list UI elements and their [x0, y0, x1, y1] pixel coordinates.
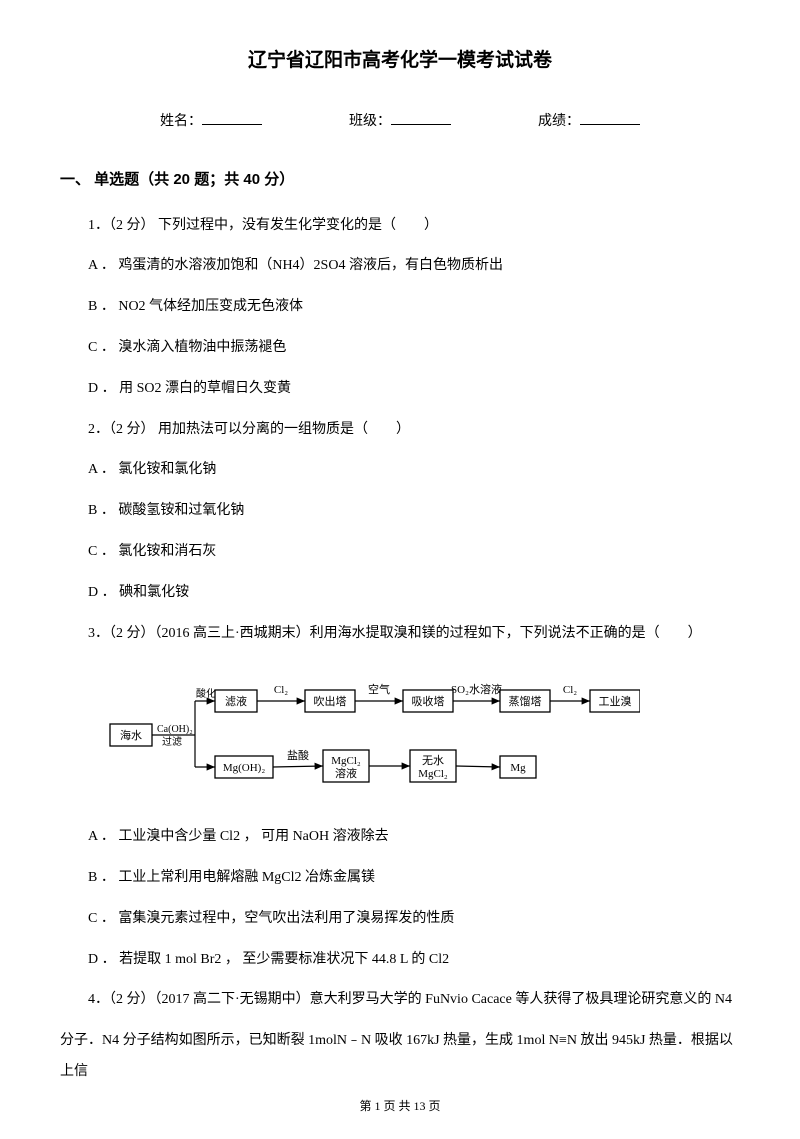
svg-text:海水: 海水: [120, 728, 142, 742]
name-label: 姓名：: [160, 114, 202, 129]
q1-stem: 1．（2 分） 下列过程中，没有发生化学变化的是（ ）: [60, 211, 740, 242]
process-diagram: Ca(OH)₂过滤 酸化 Cl₂ 空气 SO₂水溶液 Cl₂ 盐酸 海水 滤液 吹出塔 吸收塔 蒸馏塔…: [100, 664, 740, 807]
q2-option-a: A ． 氯化铵和氯化钠: [60, 455, 740, 486]
q3-option-b: B ． 工业上常利用电解熔融 MgCl2 冶炼金属镁: [60, 863, 740, 894]
svg-text:过滤: 过滤: [162, 735, 182, 748]
name-blank: [202, 111, 262, 125]
section-header: 一、 单选题（共 20 题；共 40 分）: [60, 163, 740, 196]
svg-text:酸化: 酸化: [196, 687, 216, 700]
class-blank: [391, 111, 451, 125]
svg-text:溶液: 溶液: [335, 766, 357, 780]
q1-option-c: C ． 溴水滴入植物油中振荡褪色: [60, 333, 740, 364]
q3-option-c: C ． 富集溴元素过程中，空气吹出法利用了溴易挥发的性质: [60, 904, 740, 935]
page-title: 辽宁省辽阳市高考化学一模考试试卷: [60, 40, 740, 82]
info-row: 姓名： 班级： 成绩：: [60, 107, 740, 138]
q3-stem: 3．（2 分）（2016 高三上·西城期末）利用海水提取溴和镁的过程如下，下列说…: [60, 619, 740, 650]
svg-text:MgCl₂: MgCl₂: [418, 768, 448, 780]
svg-text:Mg: Mg: [510, 762, 526, 774]
svg-text:SO₂水溶液: SO₂水溶液: [451, 682, 502, 696]
svg-text:吸收塔: 吸收塔: [412, 694, 445, 708]
svg-text:Mg(OH)₂: Mg(OH)₂: [223, 762, 265, 774]
svg-text:盐酸: 盐酸: [287, 748, 309, 762]
svg-text:滤液: 滤液: [225, 694, 247, 708]
q2-stem: 2．（2 分） 用加热法可以分离的一组物质是（ ）: [60, 415, 740, 446]
svg-text:工业溴: 工业溴: [599, 694, 632, 708]
class-label: 班级：: [349, 114, 391, 129]
q1-option-d: D ． 用 SO2 漂白的草帽日久变黄: [60, 374, 740, 405]
q2-option-c: C ． 氯化铵和消石灰: [60, 537, 740, 568]
q3-option-d: D ． 若提取 1 mol Br2 ， 至少需要标准状况下 44.8 L 的 C…: [60, 945, 740, 976]
svg-text:MgCl₂: MgCl₂: [331, 755, 361, 767]
q4-line2: 分子．N4 分子结构如图所示，已知断裂 1molN﹣N 吸收 167kJ 热量，…: [60, 1026, 740, 1088]
page-footer: 第 1 页 共 13 页: [60, 1093, 740, 1119]
q2-option-d: D ． 碘和氯化铵: [60, 578, 740, 609]
q4-line1: 4．（2 分）（2017 高二下·无锡期中）意大利罗马大学的 FuNvio Ca…: [60, 985, 740, 1016]
svg-text:Ca(OH)₂: Ca(OH)₂: [157, 724, 193, 735]
svg-text:Cl₂: Cl₂: [274, 684, 288, 696]
q1-option-a: A ． 鸡蛋清的水溶液加饱和（NH4）2SO4 溶液后，有白色物质析出: [60, 251, 740, 282]
q3-option-a: A ． 工业溴中含少量 Cl2 ， 可用 NaOH 溶液除去: [60, 822, 740, 853]
svg-text:无水: 无水: [422, 754, 444, 767]
svg-text:吹出塔: 吹出塔: [314, 694, 347, 708]
svg-text:蒸馏塔: 蒸馏塔: [509, 694, 542, 708]
q1-option-b: B ． NO2 气体经加压变成无色液体: [60, 292, 740, 323]
score-label: 成绩：: [538, 114, 580, 129]
flowchart-svg: Ca(OH)₂过滤 酸化 Cl₂ 空气 SO₂水溶液 Cl₂ 盐酸 海水 滤液 吹出塔 吸收塔 蒸馏塔…: [100, 664, 640, 794]
svg-text:空气: 空气: [368, 682, 390, 696]
score-blank: [580, 111, 640, 125]
q2-option-b: B ． 碳酸氢铵和过氧化钠: [60, 496, 740, 527]
svg-text:Cl₂: Cl₂: [563, 684, 577, 696]
